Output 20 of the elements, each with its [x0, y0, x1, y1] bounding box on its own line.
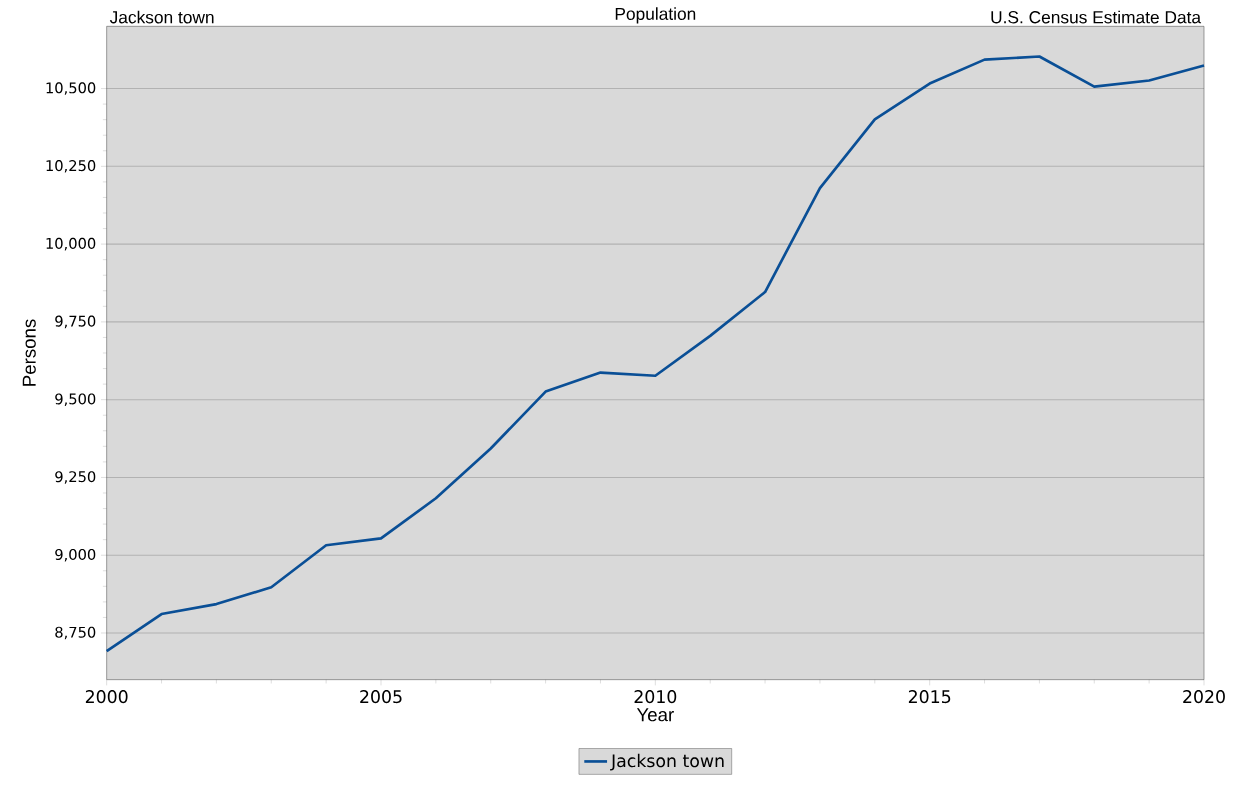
text: Jackson town	[109, 10, 214, 24]
line-series	[105, 55, 1206, 653]
y-tick-label: 9,000	[55, 548, 96, 562]
y-tick-label: 10,000	[46, 237, 96, 251]
text: U.S. Census Estimate Data	[991, 10, 1202, 24]
x-tick-label: 2010	[634, 690, 677, 704]
y-tick-label: 10,250	[46, 160, 96, 173]
y-tick-label: 10,500	[46, 82, 96, 95]
x-tick-label: 2015	[908, 690, 951, 704]
y-tick-label: 9,500	[55, 393, 96, 406]
y-tick-label: 8,750	[55, 626, 96, 640]
y-tick-label: 9,250	[55, 471, 96, 484]
legend-label: Jackson town	[610, 753, 724, 771]
y-tick-label: 9,750	[55, 315, 96, 329]
x-tick-label: 2020	[1183, 690, 1225, 704]
x-axis-title: Year	[636, 708, 674, 722]
x-tick-label: 2005	[360, 690, 402, 704]
chart-title: Population	[615, 7, 696, 24]
x-tick-label: 2000	[85, 690, 128, 704]
y-axis-title: Persons	[22, 319, 36, 386]
